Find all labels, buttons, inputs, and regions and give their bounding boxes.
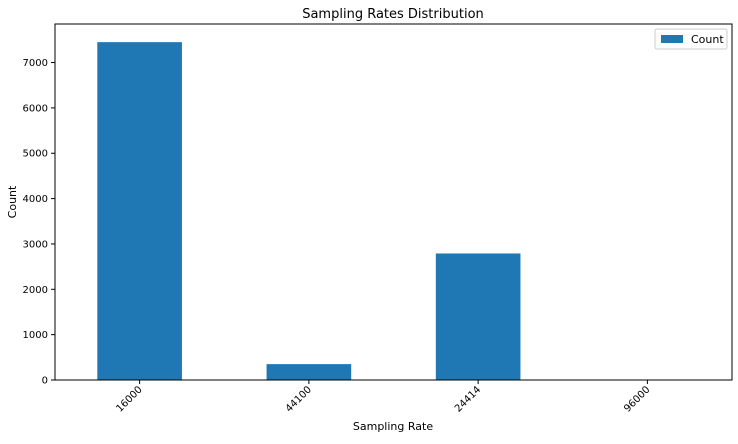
x-tick-label: 96000 <box>622 384 652 414</box>
y-tick-label: 4000 <box>23 194 48 205</box>
plot-area: 0 1000 2000 3000 4000 5000 6000 7000 16000 44100 2… <box>23 24 732 415</box>
y-tick-label: 6000 <box>23 103 48 114</box>
legend-swatch <box>661 35 683 43</box>
y-tick-label: 1000 <box>23 330 48 341</box>
y-tick-label: 2000 <box>23 285 48 296</box>
x-tick-label: 24414 <box>453 384 483 414</box>
y-tick-label: 7000 <box>23 58 48 69</box>
x-axis-label: Sampling Rate <box>353 420 433 433</box>
bar-44100 <box>267 364 352 380</box>
y-tick-label: 5000 <box>23 149 48 160</box>
y-axis-label: Count <box>6 185 19 218</box>
bar-24414 <box>436 253 521 380</box>
y-tick-label: 0 <box>42 376 48 387</box>
x-tick-label: 16000 <box>114 384 144 414</box>
legend-label: Count <box>691 33 724 46</box>
x-tick-label: 44100 <box>284 384 314 414</box>
bar-16000 <box>97 42 182 380</box>
chart-title: Sampling Rates Distribution <box>302 7 484 22</box>
legend: Count <box>655 29 727 49</box>
y-tick-label: 3000 <box>23 239 48 250</box>
